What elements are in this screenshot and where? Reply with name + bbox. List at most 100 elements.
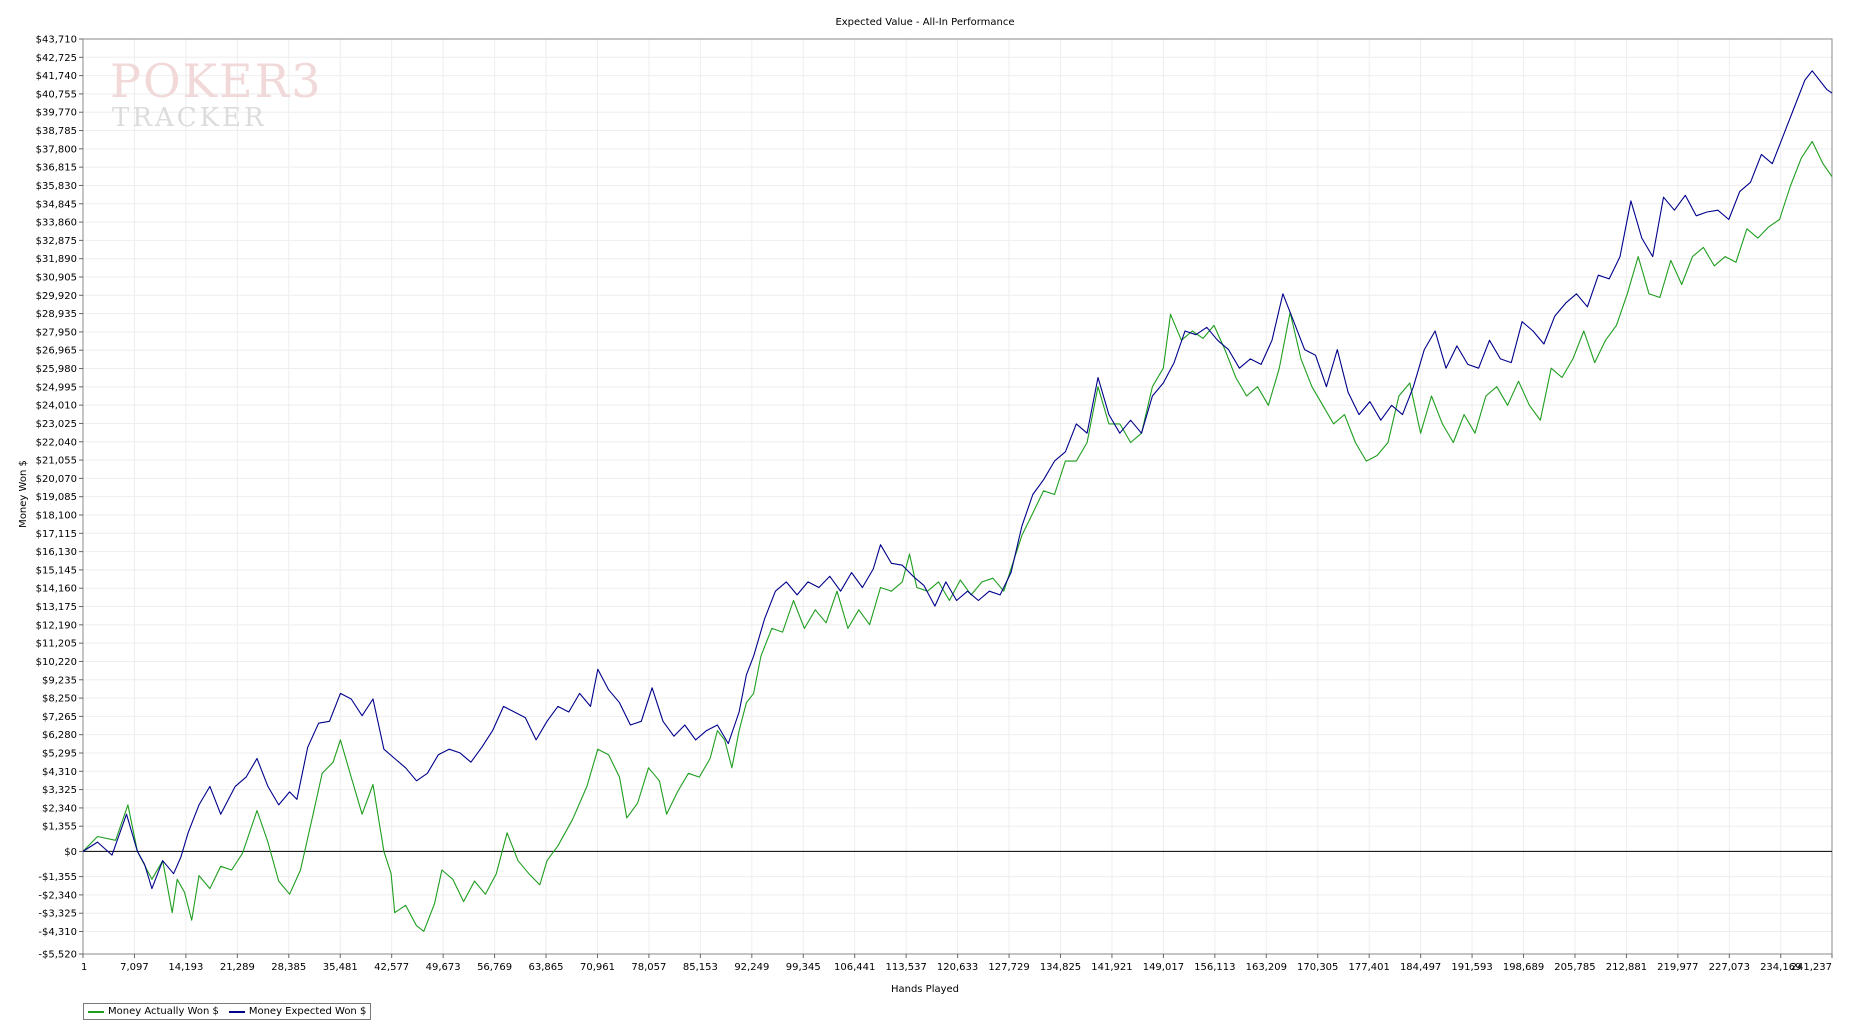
x-axis-label: Hands Played xyxy=(891,984,959,995)
y-tick-label: $43,710 xyxy=(36,35,77,46)
y-tick-label: -$4,310 xyxy=(38,927,77,938)
chart-legend: Money Actually Won $ Money Expected Won … xyxy=(83,1003,372,1020)
y-tick-label: $42,725 xyxy=(36,53,77,64)
y-tick-label: $4,310 xyxy=(42,767,77,778)
legend-swatch-expected xyxy=(228,1010,245,1013)
y-tick-label: $26,965 xyxy=(36,346,77,357)
x-tick-label: 205,785 xyxy=(1554,962,1595,973)
y-axis-label: Money Won $ xyxy=(18,460,29,528)
x-tick-label: 99,345 xyxy=(786,962,821,973)
x-tick-label: 49,673 xyxy=(426,962,461,973)
y-tick-label: $8,250 xyxy=(42,694,77,705)
chart-title: Expected Value - All-In Performance xyxy=(835,17,1014,28)
x-tick-label: 212,881 xyxy=(1606,962,1647,973)
y-tick-label: -$1,355 xyxy=(38,872,77,883)
x-tick-label: 7,097 xyxy=(120,962,149,973)
legend-label-actual: Money Actually Won $ xyxy=(108,1006,219,1017)
y-axis: $43,710 $42,725 $41,740 $40,755 $39,770 $38,7… xyxy=(36,35,83,961)
x-tick-label: 106,441 xyxy=(834,962,875,973)
x-tick-label: 149,017 xyxy=(1143,962,1184,973)
y-tick-label: $18,100 xyxy=(36,510,77,521)
series-line-expected xyxy=(82,70,1833,890)
y-tick-label: $9,235 xyxy=(42,675,77,686)
y-tick-label: $17,115 xyxy=(36,529,77,540)
x-tick-label: 70,961 xyxy=(580,962,615,973)
y-tick-label: $24,995 xyxy=(36,382,77,393)
y-tick-label: $7,265 xyxy=(42,712,77,723)
y-tick-label: -$5,520 xyxy=(38,950,77,961)
x-tick-label: 85,153 xyxy=(683,962,718,973)
x-tick-label: 56,769 xyxy=(477,962,512,973)
x-tick-label: 78,057 xyxy=(631,962,666,973)
y-tick-label: $1,355 xyxy=(42,822,77,833)
y-tick-label: $6,280 xyxy=(42,730,77,741)
y-tick-label: $40,755 xyxy=(36,89,77,100)
x-tick-label: 241,237 xyxy=(1791,962,1832,973)
x-tick-label: 219,977 xyxy=(1657,962,1698,973)
y-tick-label: $15,145 xyxy=(36,565,77,576)
y-tick-label: $35,830 xyxy=(36,181,77,192)
y-tick-label: $10,220 xyxy=(36,657,77,668)
x-tick-label: 234,169 xyxy=(1760,962,1801,973)
x-tick-label: 198,689 xyxy=(1503,962,1544,973)
legend-label-expected: Money Expected Won $ xyxy=(248,1006,367,1017)
y-tick-label: $2,340 xyxy=(42,803,77,814)
y-tick-label: -$2,340 xyxy=(38,890,77,901)
x-tick-label: 156,113 xyxy=(1194,962,1235,973)
x-tick-label: 92,249 xyxy=(734,962,769,973)
x-tick-label: 35,481 xyxy=(323,962,358,973)
series-lines xyxy=(82,70,1833,932)
y-tick-label: $29,920 xyxy=(36,291,77,302)
y-tick-label: $27,950 xyxy=(36,327,77,338)
series-line-actual xyxy=(82,140,1833,932)
x-tick-label: 21,289 xyxy=(220,962,255,973)
x-tick-label: 227,073 xyxy=(1709,962,1750,973)
watermark-line1: POKER3 xyxy=(110,54,323,108)
y-tick-label: $37,800 xyxy=(36,144,77,155)
x-tick-label: 63,865 xyxy=(529,962,564,973)
y-tick-label: $41,740 xyxy=(36,71,77,82)
x-tick-label: 177,401 xyxy=(1348,962,1389,973)
y-tick-label: $3,325 xyxy=(42,785,77,796)
watermark-line2: TRACKER xyxy=(112,103,267,133)
y-tick-label: $28,935 xyxy=(36,309,77,320)
legend-item-actual: Money Actually Won $ xyxy=(88,1006,219,1017)
x-tick-label: 191,593 xyxy=(1451,962,1492,973)
x-tick-label: 170,305 xyxy=(1297,962,1338,973)
x-tick-label: 163,209 xyxy=(1246,962,1287,973)
poker-tracker-watermark: POKER3 TRACKER xyxy=(110,54,323,133)
x-tick-label: 28,385 xyxy=(271,962,306,973)
x-tick-label: 14,193 xyxy=(168,962,203,973)
y-tick-label: $22,040 xyxy=(36,437,77,448)
legend-swatch-actual xyxy=(88,1010,104,1013)
y-tick-label: $20,070 xyxy=(36,474,77,485)
y-tick-label: $23,025 xyxy=(36,419,77,430)
y-tick-label: $34,845 xyxy=(36,199,77,210)
x-tick-label: 42,577 xyxy=(374,962,409,973)
y-tick-label: $11,205 xyxy=(36,639,77,650)
y-tick-label: $24,010 xyxy=(36,401,77,412)
x-tick-label: 184,497 xyxy=(1400,962,1441,973)
y-tick-label: $21,055 xyxy=(36,456,77,467)
y-tick-label: $19,085 xyxy=(36,492,77,503)
x-tick-label: 141,921 xyxy=(1091,962,1132,973)
x-axis: 1 7,097 14,193 21,289 28,385 35,481 42,577 49,6… xyxy=(81,954,1833,973)
x-tick-label: 134,825 xyxy=(1040,962,1081,973)
y-tick-label: $31,890 xyxy=(36,254,77,265)
legend-item-expected: Money Expected Won $ xyxy=(228,1006,367,1017)
y-tick-label: $25,980 xyxy=(36,364,77,375)
y-tick-label: -$3,325 xyxy=(38,909,77,920)
y-tick-label: $39,770 xyxy=(36,108,77,119)
x-tick-label: 113,537 xyxy=(885,962,926,973)
y-tick-label: $38,785 xyxy=(36,126,77,137)
y-tick-label: $13,175 xyxy=(36,602,77,613)
y-tick-label: $14,160 xyxy=(36,584,77,595)
y-tick-label: $33,860 xyxy=(36,218,77,229)
x-tick-label: 1 xyxy=(81,962,87,973)
y-tick-label: $32,875 xyxy=(36,236,77,247)
y-tick-label: $12,190 xyxy=(36,620,77,631)
y-tick-label: $30,905 xyxy=(36,272,77,283)
x-tick-label: 120,633 xyxy=(937,962,978,973)
y-tick-label: $0 xyxy=(64,847,77,858)
